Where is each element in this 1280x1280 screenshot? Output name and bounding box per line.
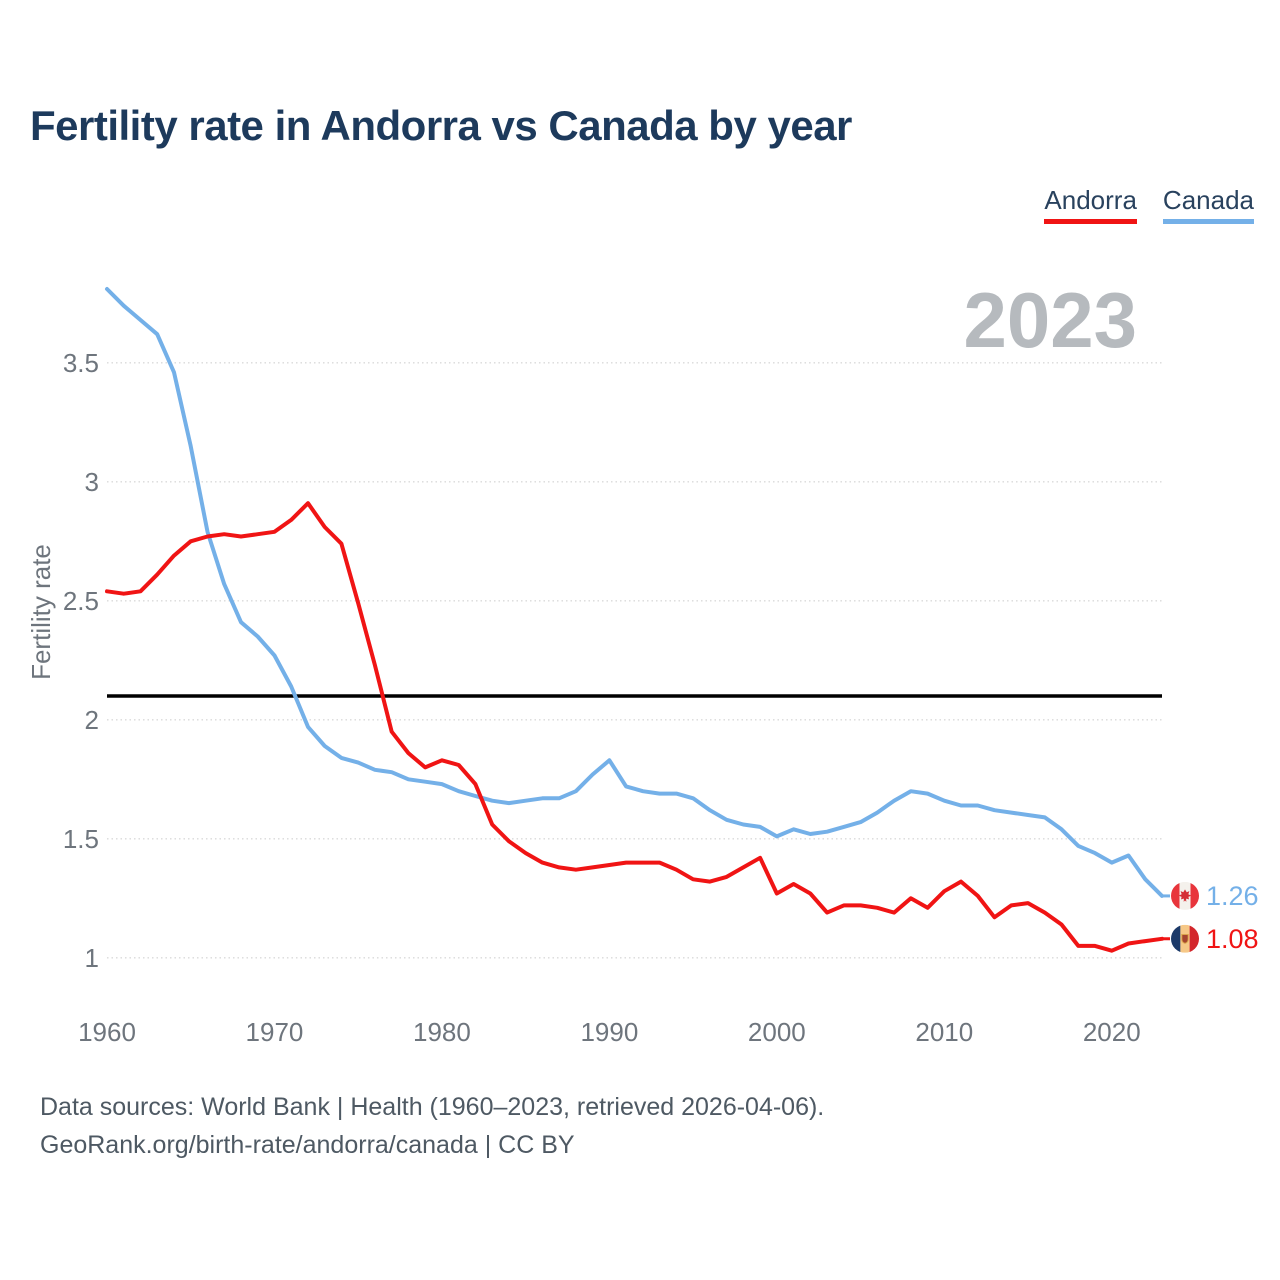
x-tick-label: 2000 [748,1017,806,1047]
x-tick-label: 2010 [915,1017,973,1047]
y-tick-label: 3 [85,467,99,497]
canada-flag-icon [1171,881,1199,910]
y-tick-label: 2.5 [63,586,99,616]
y-tick-label: 2 [85,705,99,735]
andorra-flag-icon [1171,924,1199,953]
footer-attribution: GeoRank.org/birth-rate/andorra/canada | … [40,1131,575,1159]
x-tick-label: 1980 [413,1017,471,1047]
flag-band [1171,924,1181,953]
y-tick-label: 1.5 [63,824,99,854]
crest [1181,934,1189,944]
flag-band [1190,881,1199,910]
y-axis-title: Fertility rate [26,544,56,680]
footer: Data sources: World Bank | Health (1960–… [40,1088,824,1164]
legend: Andorra Canada [1044,186,1254,224]
canada-line[interactable] [105,287,1164,898]
y-tick-label: 3.5 [63,348,99,378]
andorra-line[interactable] [105,501,1164,953]
chart-title: Fertility rate in Andorra vs Canada by y… [30,102,852,149]
canada-end-value: 1.26 [1206,881,1259,911]
flag-band [1189,924,1199,953]
x-tick-label: 1970 [246,1017,304,1047]
legend-item-andorra[interactable]: Andorra [1044,186,1137,224]
maple-leaf [1178,889,1192,902]
x-tick-label: 1960 [78,1017,136,1047]
x-tick-label: 1990 [580,1017,638,1047]
flag-band [1171,881,1180,910]
footer-sources: Data sources: World Bank | Health (1960–… [40,1093,825,1121]
legend-item-canada[interactable]: Canada [1162,186,1254,224]
watermark-year: 2023 [963,276,1137,364]
andorra-end-value: 1.08 [1206,924,1259,954]
x-tick-label: 2020 [1083,1017,1141,1047]
y-tick-label: 1 [85,943,99,973]
